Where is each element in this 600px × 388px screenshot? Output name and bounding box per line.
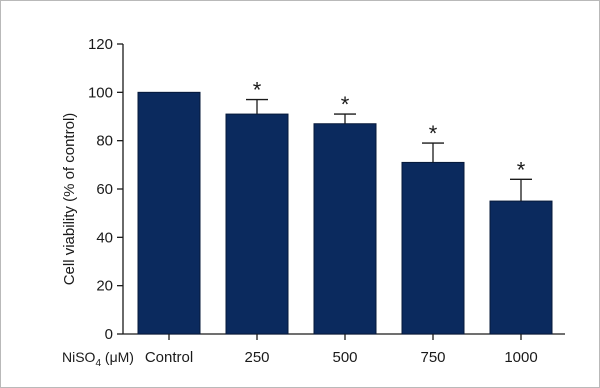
significance-marker: * bbox=[253, 78, 262, 103]
x-tick-label: 750 bbox=[420, 349, 445, 366]
significance-marker: * bbox=[341, 92, 350, 117]
x-axis-label: NiSO4 (μM) bbox=[62, 349, 134, 369]
bar bbox=[225, 113, 289, 335]
significance-marker: * bbox=[517, 157, 526, 182]
x-tick-label: 1000 bbox=[504, 349, 537, 366]
y-tick-label: 120 bbox=[88, 36, 113, 53]
x-axis-label-main: NiSO bbox=[62, 349, 96, 365]
x-tick-label: 250 bbox=[244, 349, 269, 366]
x-axis-label-subscript: 4 bbox=[95, 358, 101, 369]
y-axis-label: Cell viability (% of control) bbox=[61, 113, 78, 286]
bar bbox=[137, 91, 201, 335]
significance-marker: * bbox=[429, 121, 438, 146]
x-tick-label: 500 bbox=[332, 349, 357, 366]
y-tick-label: 0 bbox=[105, 326, 113, 343]
y-tick-label: 40 bbox=[96, 229, 113, 246]
y-tick-label: 20 bbox=[96, 278, 113, 295]
bar bbox=[401, 161, 465, 335]
y-tick-label: 80 bbox=[96, 133, 113, 150]
y-tick-label: 100 bbox=[88, 84, 113, 101]
x-axis-label-unit: (μM) bbox=[101, 349, 134, 365]
x-tick-label: Control bbox=[145, 349, 193, 366]
bar bbox=[313, 123, 377, 335]
y-tick-label: 60 bbox=[96, 181, 113, 198]
bar bbox=[489, 200, 553, 335]
